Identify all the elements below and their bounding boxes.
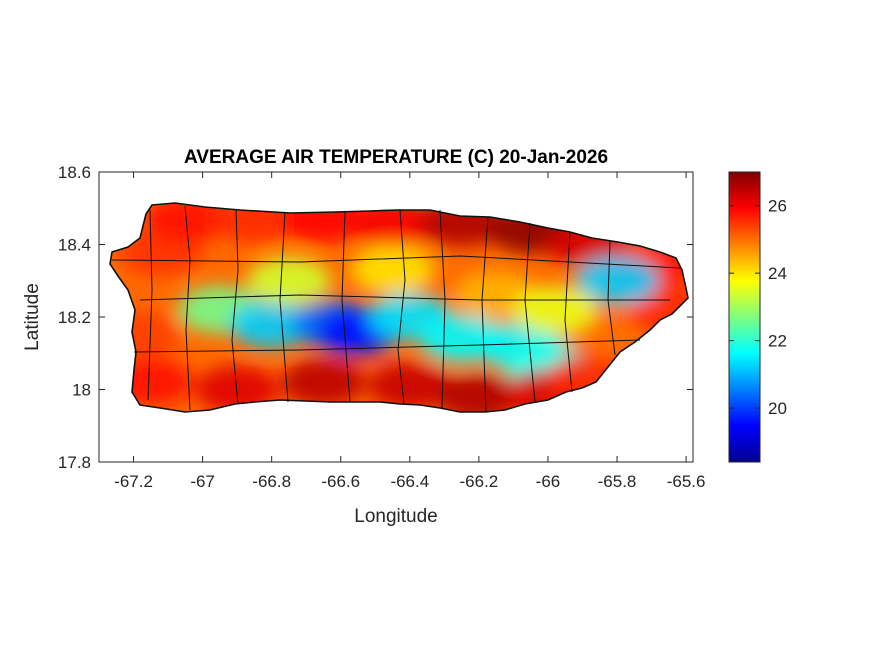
y-tick-label: 18 xyxy=(72,381,91,400)
x-tick-label: -66.2 xyxy=(460,472,499,491)
temperature-region xyxy=(246,256,331,305)
x-tick-label: -65.6 xyxy=(667,472,706,491)
y-axis-ticks: 17.8 18 18.2 18.4 18.6 xyxy=(58,163,693,472)
x-tick-label: -66.4 xyxy=(390,472,429,491)
y-axis-label: Latitude xyxy=(22,283,43,351)
temperature-region xyxy=(281,358,366,407)
colorbar-gradient xyxy=(728,171,761,463)
x-tick-label: -67.2 xyxy=(114,472,153,491)
temperature-region xyxy=(229,300,314,349)
x-tick-label: -66.8 xyxy=(252,472,291,491)
chart-title: AVERAGE AIR TEMPERATURE (C) 20-Jan-2026 xyxy=(184,147,608,168)
colorbar-tick-label: 26 xyxy=(768,197,787,216)
temperature-region xyxy=(436,372,521,412)
colorbar-tick-label: 22 xyxy=(768,332,787,351)
colorbar-tick-label: 20 xyxy=(768,399,787,418)
municipality-boundaries xyxy=(111,205,681,413)
temperature-region xyxy=(350,245,435,294)
x-tick-label: -66.6 xyxy=(321,472,360,491)
x-tick-label: -66 xyxy=(536,472,561,491)
temperature-region xyxy=(626,285,688,334)
temperature-region xyxy=(512,285,597,334)
y-tick-label: 18.2 xyxy=(58,308,91,327)
colorbar-ticks: 20 22 24 26 xyxy=(729,197,787,418)
x-axis-label: Longitude xyxy=(354,506,437,527)
x-axis-ticks: -67.2 -67 -66.8 -66.6 -66.4 -66.2 -66 -65.8 -65.… xyxy=(114,172,705,491)
temperature-region xyxy=(367,361,452,410)
y-tick-label: 18.6 xyxy=(58,163,91,182)
temperature-region xyxy=(575,256,660,305)
colorbar: 20 22 24 26 xyxy=(728,171,787,463)
colorbar-tick-label: 24 xyxy=(768,264,787,283)
y-tick-label: 18.4 xyxy=(58,236,91,255)
y-tick-label: 17.8 xyxy=(58,453,91,472)
x-tick-label: -65.8 xyxy=(598,472,637,491)
x-tick-label: -67 xyxy=(190,472,215,491)
